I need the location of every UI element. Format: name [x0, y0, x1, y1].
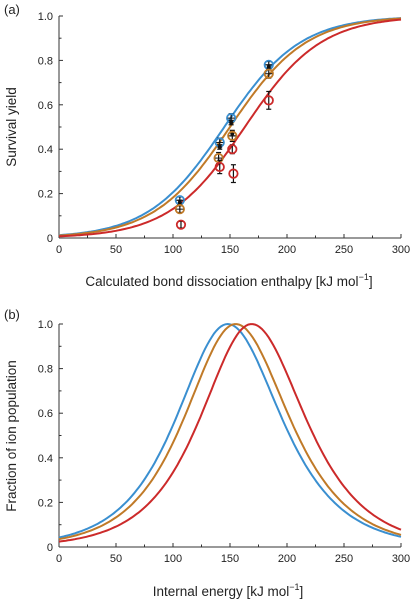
population-curve-orange [58, 323, 402, 541]
data-point-orange [263, 68, 274, 79]
survival-curve-blue [58, 17, 402, 237]
panel-b-label: (b) [4, 307, 20, 322]
data-point-black [229, 120, 234, 125]
panel-b-y-tick-label: 0.4 [38, 453, 53, 465]
panel-b-y-tick-label: 0.8 [38, 364, 53, 376]
data-point-red [175, 219, 187, 230]
population-curve-blue [58, 322, 402, 539]
data-point-black [177, 200, 182, 205]
panel-b-y-tick-label: 0.2 [38, 497, 53, 509]
survival-curve-orange [58, 17, 402, 237]
panel-b-ion-population-chart: (b) Fraction of ion population Internal … [4, 307, 410, 599]
panel-a-x-tick-label: 300 [392, 244, 410, 256]
data-point-red [227, 144, 238, 155]
panel-a-x-tick-label: 250 [335, 244, 353, 256]
panel-b-y-axis-title: Fraction of ion population [4, 360, 19, 512]
panel-a-y-tick-label: 0.2 [38, 189, 53, 201]
panel-b-x-tick-label: 300 [392, 553, 410, 565]
panel-a-x-axis-title-end: ] [369, 274, 373, 289]
panel-b-x-tick-label: 250 [335, 553, 353, 565]
panel-b-x-axis-title-main: Internal energy [kJ mol [153, 584, 290, 599]
panel-b-x-axis-title: Internal energy [kJ mol−1] [153, 582, 304, 599]
panel-a-y-tick-label: 1.0 [38, 11, 53, 23]
data-point-orange [227, 130, 238, 141]
panel-b-x-tick-label: 150 [221, 553, 239, 565]
data-point-orange [174, 204, 185, 215]
survival-curve-red [58, 18, 402, 238]
panel-a-y-tick-label: 0.6 [38, 100, 53, 112]
panel-b-y-tick-label: 0.6 [38, 408, 53, 420]
data-point-red [228, 168, 239, 179]
panel-a-y-tick-label: 0.8 [38, 55, 53, 67]
panel-a-x-axis-title: Calculated bond dissociation enthalpy [k… [85, 272, 372, 289]
panel-b-x-axis-title-end: ] [300, 584, 304, 599]
panel-a-x-tick-label: 50 [110, 244, 122, 256]
panel-a-y-axis-title: Survival yield [4, 87, 19, 167]
data-point-black [217, 144, 222, 149]
data-point-red [214, 161, 225, 173]
panel-b-y-tick-label: 0 [47, 542, 53, 554]
panel-a-x-tick-label: 150 [221, 244, 239, 256]
population-curve-red [58, 323, 402, 543]
panel-a-y-tick-label: 0.4 [38, 144, 53, 156]
panel-b-x-tick-label: 100 [164, 553, 182, 565]
panel-b-x-tick-label: 50 [110, 553, 122, 565]
panel-b-x-tick-label: 0 [56, 553, 62, 565]
panel-b-y-tick-label: 1.0 [38, 319, 53, 331]
panel-a-x-tick-label: 200 [278, 244, 296, 256]
panel-a-label: (a) [4, 2, 20, 17]
panel-a-survival-yield-chart: (a) Survival yield Calculated bond disso… [4, 2, 410, 289]
panel-b-x-tick-label: 200 [278, 553, 296, 565]
panel-b-x-axis-title-sup: −1 [289, 582, 299, 592]
panel-a-y-tick-label: 0 [47, 233, 53, 245]
data-point-black [266, 65, 271, 70]
panel-a-x-tick-label: 0 [56, 244, 62, 256]
panel-a-x-tick-label: 100 [164, 244, 182, 256]
panel-a-x-axis-title-main: Calculated bond dissociation enthalpy [k… [85, 274, 358, 289]
data-point-red [263, 95, 274, 106]
panel-a-x-axis-title-sup: −1 [359, 272, 369, 282]
